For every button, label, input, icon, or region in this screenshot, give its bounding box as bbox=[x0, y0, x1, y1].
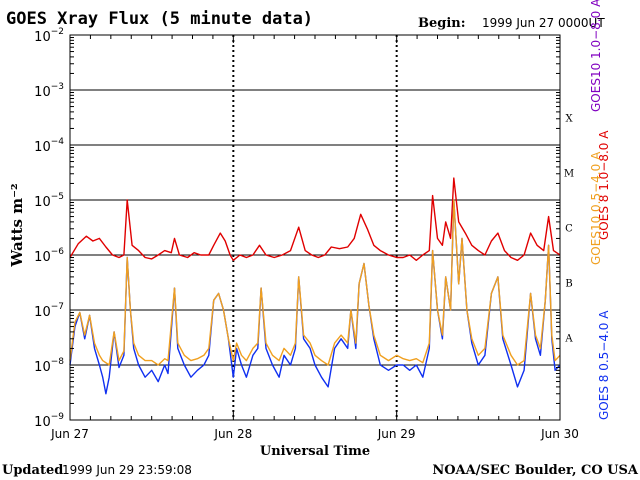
series-line-0 bbox=[69, 177, 561, 261]
y-tick-label: 10−2 bbox=[34, 27, 64, 45]
chart-title: GOES Xray Flux (5 minute data) bbox=[6, 9, 313, 29]
y-tick-label: 10−9 bbox=[34, 412, 64, 430]
flare-class-label: X bbox=[565, 114, 573, 125]
series-line-2 bbox=[69, 199, 561, 395]
y-tick-label: 10−8 bbox=[34, 357, 64, 375]
x-tick-label: Jun 27 bbox=[50, 427, 89, 441]
legend-entry: GOES 8 1.0−8.0 A bbox=[597, 130, 611, 240]
series-layer bbox=[69, 177, 561, 395]
x-tick-label: Jun 28 bbox=[213, 427, 252, 441]
x-tick-label: Jun 30 bbox=[540, 427, 579, 441]
legend-entry: GOES10 0.5−4.0 A bbox=[589, 151, 603, 265]
x-tick-label: Jun 29 bbox=[377, 427, 416, 441]
flare-class-label: C bbox=[565, 224, 573, 235]
legend-entry: GOES10 1.0−8.0 A bbox=[589, 0, 603, 112]
updated-value: 1999 Jun 29 23:59:08 bbox=[62, 463, 192, 477]
begin-label: Begin: bbox=[418, 16, 466, 31]
y-tick-label: 10−7 bbox=[34, 302, 64, 320]
y-axis-label-text: Watts m⁻² bbox=[8, 183, 26, 267]
y-tick-label: 10−5 bbox=[34, 192, 64, 210]
flare-class-label: A bbox=[564, 334, 573, 345]
flare-class-label: B bbox=[565, 279, 572, 290]
axis-layer: 10−9 10−8 10−7 10−6 10−5 10−4 10−3 10−2 Jun 27 Ju… bbox=[34, 27, 579, 441]
legend-layer: GOES 8 1.0−8.0 A GOES10 1.0−8.0 A GOES 8 0… bbox=[589, 0, 611, 420]
legend-entry: GOES 8 0.5−4.0 A bbox=[597, 310, 611, 420]
y-tick-label: 10−4 bbox=[34, 137, 64, 155]
plot-frame bbox=[69, 34, 561, 421]
updated-label: Updated bbox=[2, 463, 63, 478]
grid-layer bbox=[70, 35, 560, 420]
begin-value: 1999 Jun 27 0000UT bbox=[482, 16, 605, 30]
y-axis-label: Watts m⁻² bbox=[8, 183, 26, 267]
series-line-3 bbox=[69, 199, 561, 366]
y-tick-label: 10−6 bbox=[34, 247, 64, 265]
x-axis-label: Universal Time bbox=[260, 444, 370, 459]
footer-credit: NOAA/SEC Boulder, CO USA bbox=[432, 463, 639, 478]
flare-class-label: M bbox=[564, 169, 574, 180]
y-tick-label: 10−3 bbox=[34, 82, 64, 100]
